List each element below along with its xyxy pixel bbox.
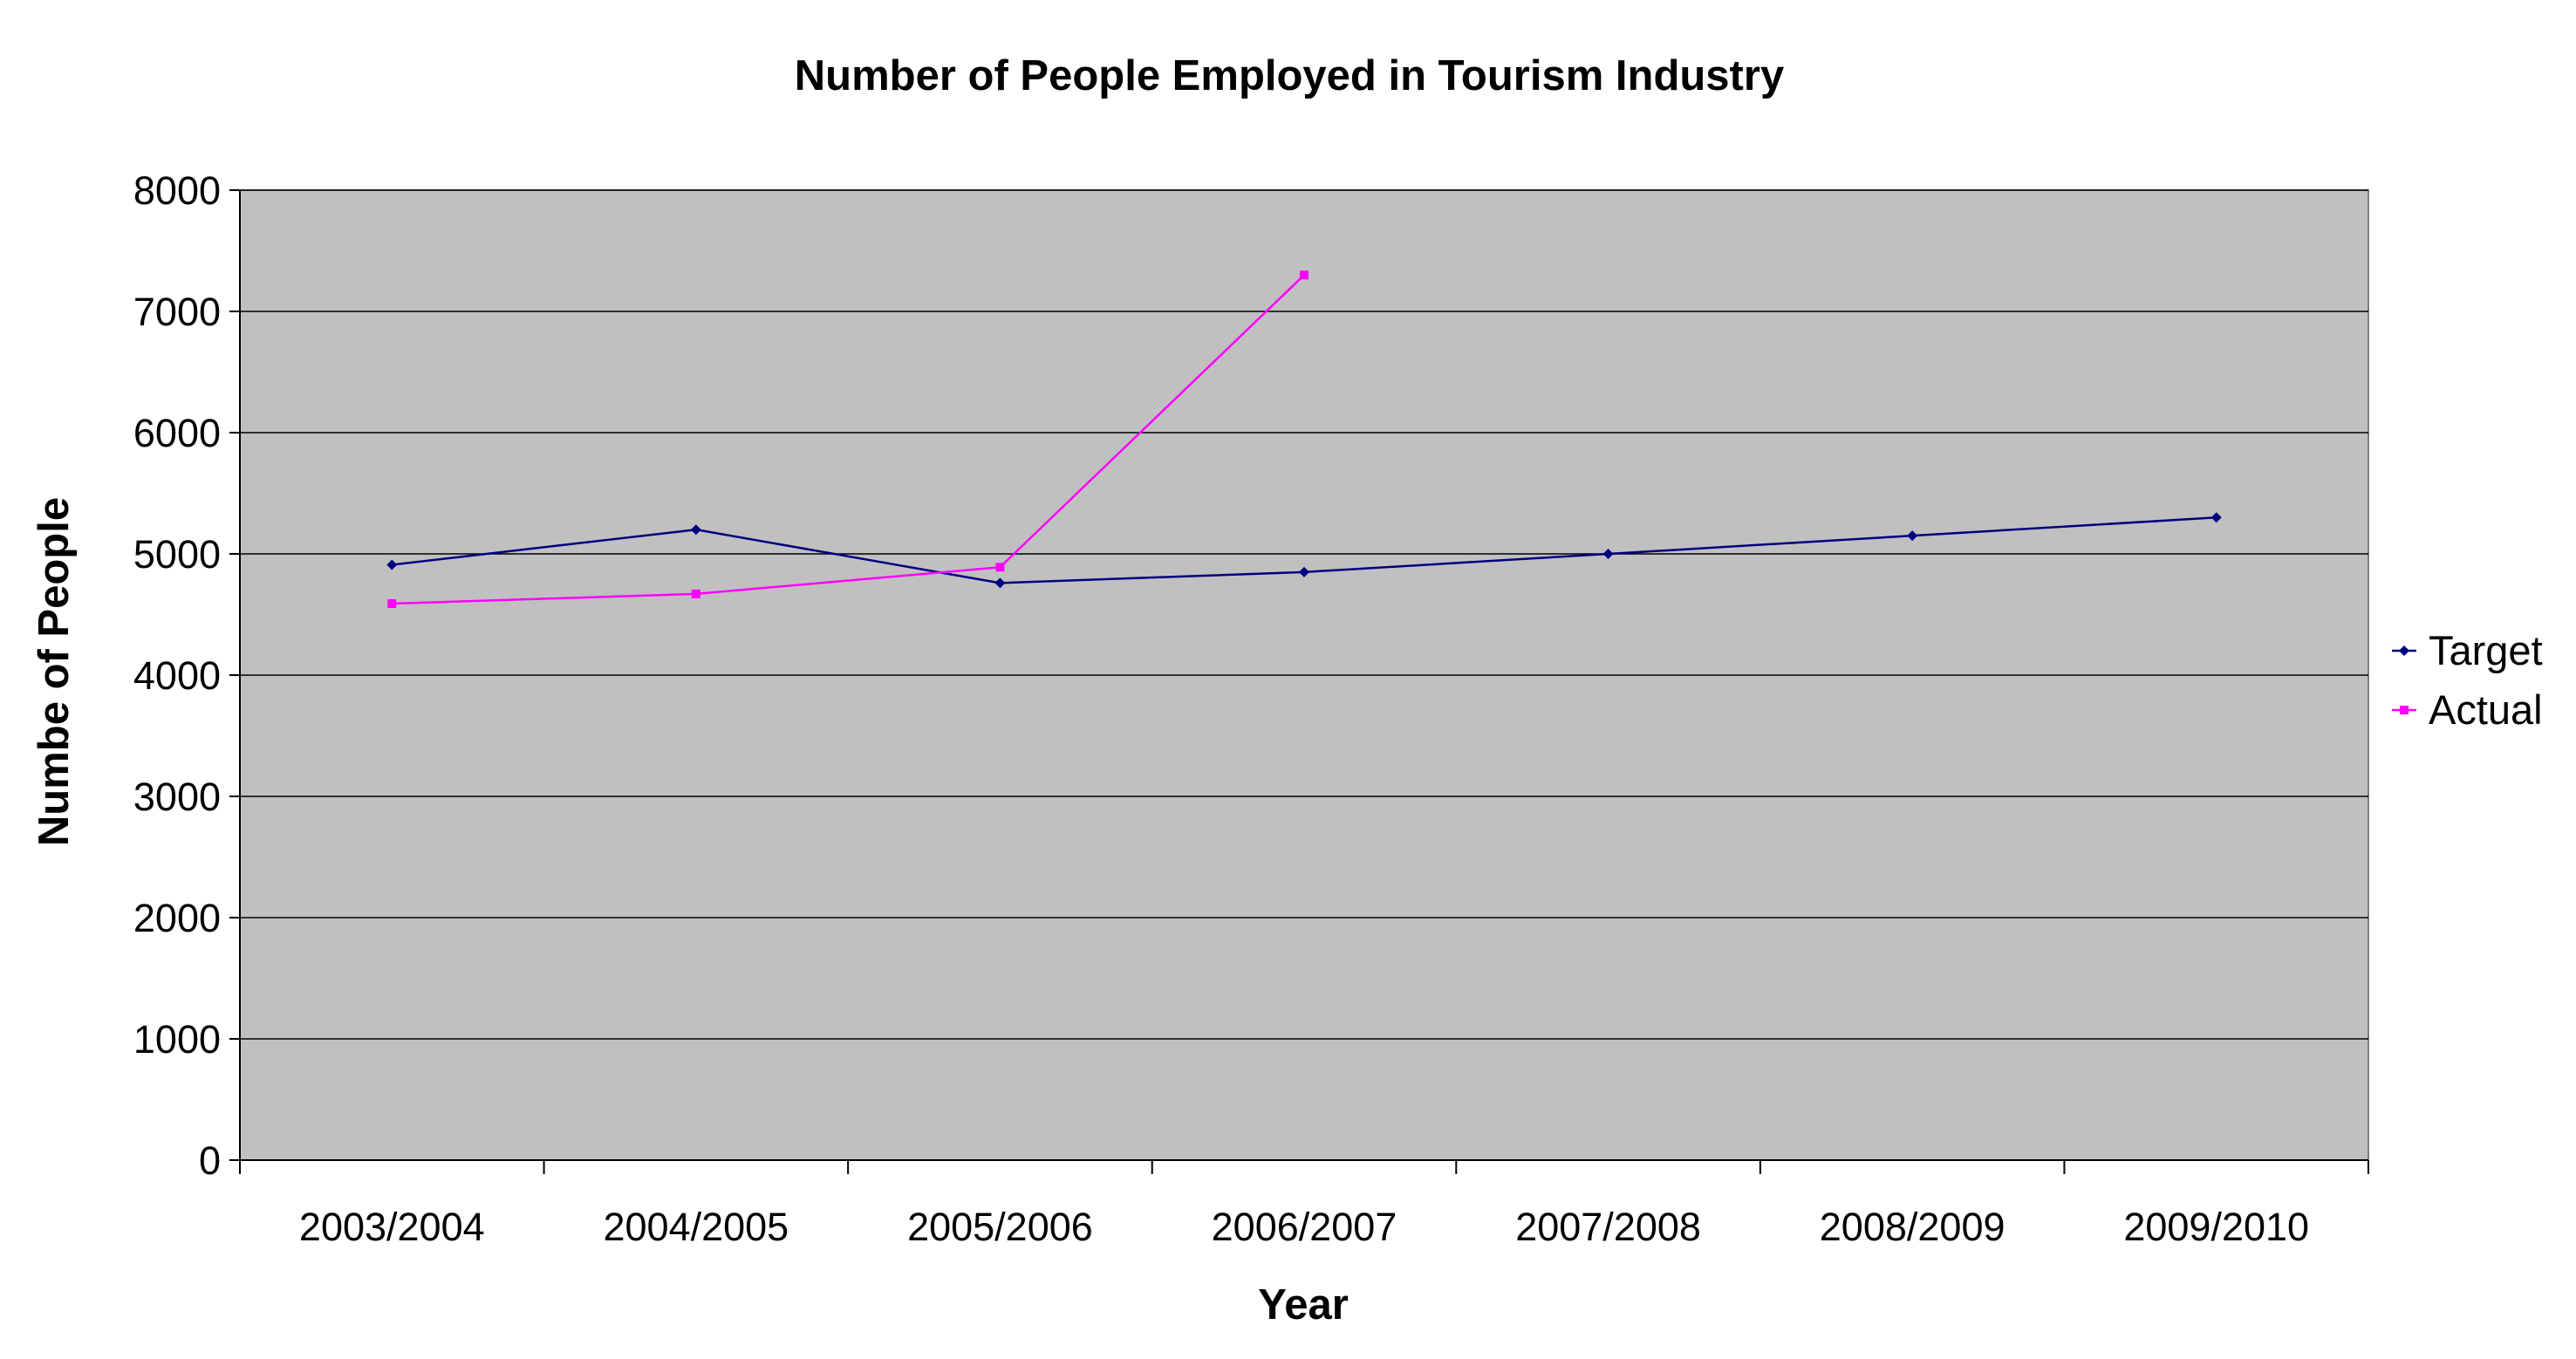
- data-point: [1907, 530, 1918, 542]
- x-tick-label: 2008/2009: [1820, 1205, 2005, 1249]
- series-layer: [386, 270, 2222, 608]
- legend-marker: [2400, 706, 2409, 714]
- data-point: [994, 577, 1006, 589]
- data-point: [387, 598, 397, 608]
- x-tick-label: 2006/2007: [1212, 1205, 1397, 1249]
- y-tick-label: 5000: [133, 532, 221, 577]
- data-point: [690, 524, 701, 536]
- data-point: [1300, 270, 1308, 280]
- x-tick-label: 2003/2004: [299, 1205, 485, 1249]
- x-tick-label: 2005/2006: [907, 1205, 1093, 1249]
- x-tick-label: 2004/2005: [603, 1205, 789, 1249]
- data-point: [995, 563, 1005, 572]
- legend-item-target: Target: [2392, 627, 2543, 673]
- gridlines: [240, 189, 2368, 1040]
- y-tick-label: 6000: [133, 411, 221, 455]
- data-point: [386, 559, 398, 570]
- legend: Target Actual: [2392, 627, 2543, 733]
- y-tick-label: 8000: [133, 168, 221, 213]
- x-tick-label: 2007/2008: [1515, 1205, 1701, 1249]
- y-axis-ticks: 0 1000 2000 3000 4000 5000 6000 7000 8000: [133, 168, 240, 1183]
- series-actual: [387, 270, 1308, 608]
- legend-label: Target: [2429, 627, 2543, 673]
- data-point: [2210, 512, 2222, 523]
- series-line: [392, 274, 1305, 605]
- legend-item-actual: Actual: [2392, 686, 2543, 733]
- y-axis-title: Numbe of People: [31, 497, 78, 846]
- series-target: [386, 512, 2222, 589]
- data-point: [1299, 566, 1309, 577]
- data-point: [691, 589, 700, 598]
- y-tick-label: 4000: [133, 653, 221, 698]
- y-tick-label: 2000: [133, 896, 221, 940]
- x-axis-title: Year: [1258, 1281, 1349, 1328]
- chart-title: Number of People Employed in Tourism Ind…: [795, 52, 1784, 99]
- legend-marker: [2399, 645, 2409, 656]
- data-point: [1602, 549, 1614, 559]
- y-tick-label: 0: [199, 1138, 221, 1183]
- y-tick-label: 7000: [133, 290, 221, 334]
- legend-label: Actual: [2429, 686, 2543, 733]
- x-axis-ticks: 2003/2004 2004/2005 2005/2006 2006/2007 2007…: [239, 1160, 2369, 1249]
- y-tick-label: 1000: [133, 1017, 221, 1062]
- x-tick-label: 2009/2010: [2123, 1205, 2309, 1249]
- y-tick-label: 3000: [133, 775, 221, 819]
